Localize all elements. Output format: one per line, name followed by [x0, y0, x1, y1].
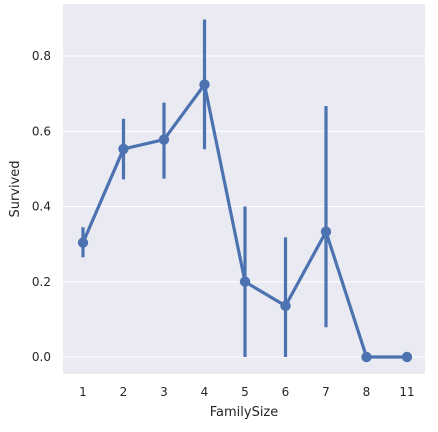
- x-tick-labels: 1 2 3 4 5 6 7 8 11: [79, 385, 414, 399]
- y-tick-label: 0.6: [32, 124, 51, 138]
- x-tick-label: 4: [201, 385, 209, 399]
- data-point: [239, 276, 251, 287]
- y-tick-label: 0.4: [32, 200, 51, 214]
- x-tick-label: 1: [79, 385, 87, 399]
- x-tick-label: 8: [363, 385, 371, 399]
- data-point: [320, 226, 332, 237]
- y-tick-labels: 0.0 0.2 0.4 0.6 0.8: [32, 49, 51, 364]
- x-tick-label: 6: [282, 385, 290, 399]
- data-point: [158, 134, 170, 145]
- data-point: [280, 300, 291, 312]
- x-tick-label: 7: [322, 385, 330, 399]
- x-tick-label: 11: [399, 385, 414, 399]
- x-tick-label: 2: [120, 385, 128, 399]
- y-tick-label: 0.8: [32, 49, 51, 63]
- data-point: [361, 351, 372, 363]
- data-points: [77, 79, 413, 363]
- x-axis-label: FamilySize: [210, 405, 279, 420]
- y-tick-label: 0.0: [32, 350, 51, 364]
- data-point: [401, 351, 413, 363]
- data-point: [77, 237, 89, 248]
- y-tick-label: 0.2: [32, 275, 51, 289]
- data-point: [199, 79, 210, 90]
- data-point: [118, 143, 129, 155]
- x-tick-label: 5: [241, 385, 249, 399]
- x-tick-label: 3: [160, 385, 168, 399]
- y-axis-label: Survived: [8, 160, 23, 217]
